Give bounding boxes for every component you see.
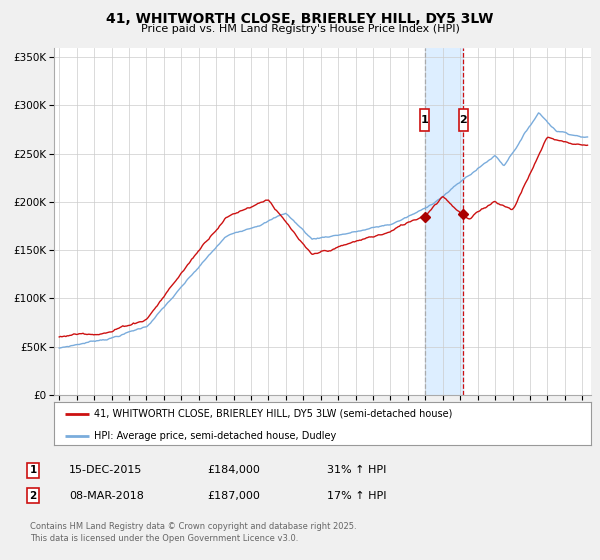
Bar bbox=[425, 48, 463, 395]
Text: 17% ↑ HPI: 17% ↑ HPI bbox=[327, 491, 386, 501]
Text: Contains HM Land Registry data © Crown copyright and database right 2025.
This d: Contains HM Land Registry data © Crown c… bbox=[30, 522, 356, 543]
FancyBboxPatch shape bbox=[458, 109, 468, 130]
Text: 31% ↑ HPI: 31% ↑ HPI bbox=[327, 465, 386, 475]
Text: 2: 2 bbox=[460, 115, 467, 125]
Text: HPI: Average price, semi-detached house, Dudley: HPI: Average price, semi-detached house,… bbox=[94, 431, 337, 441]
Text: 2: 2 bbox=[29, 491, 37, 501]
Text: 41, WHITWORTH CLOSE, BRIERLEY HILL, DY5 3LW: 41, WHITWORTH CLOSE, BRIERLEY HILL, DY5 … bbox=[106, 12, 494, 26]
Text: Price paid vs. HM Land Registry's House Price Index (HPI): Price paid vs. HM Land Registry's House … bbox=[140, 24, 460, 34]
FancyBboxPatch shape bbox=[420, 109, 430, 130]
Text: 08-MAR-2018: 08-MAR-2018 bbox=[69, 491, 144, 501]
Text: 1: 1 bbox=[421, 115, 428, 125]
Text: 1: 1 bbox=[29, 465, 37, 475]
Text: 15-DEC-2015: 15-DEC-2015 bbox=[69, 465, 142, 475]
Text: 41, WHITWORTH CLOSE, BRIERLEY HILL, DY5 3LW (semi-detached house): 41, WHITWORTH CLOSE, BRIERLEY HILL, DY5 … bbox=[94, 409, 452, 419]
Text: £184,000: £184,000 bbox=[207, 465, 260, 475]
Text: £187,000: £187,000 bbox=[207, 491, 260, 501]
